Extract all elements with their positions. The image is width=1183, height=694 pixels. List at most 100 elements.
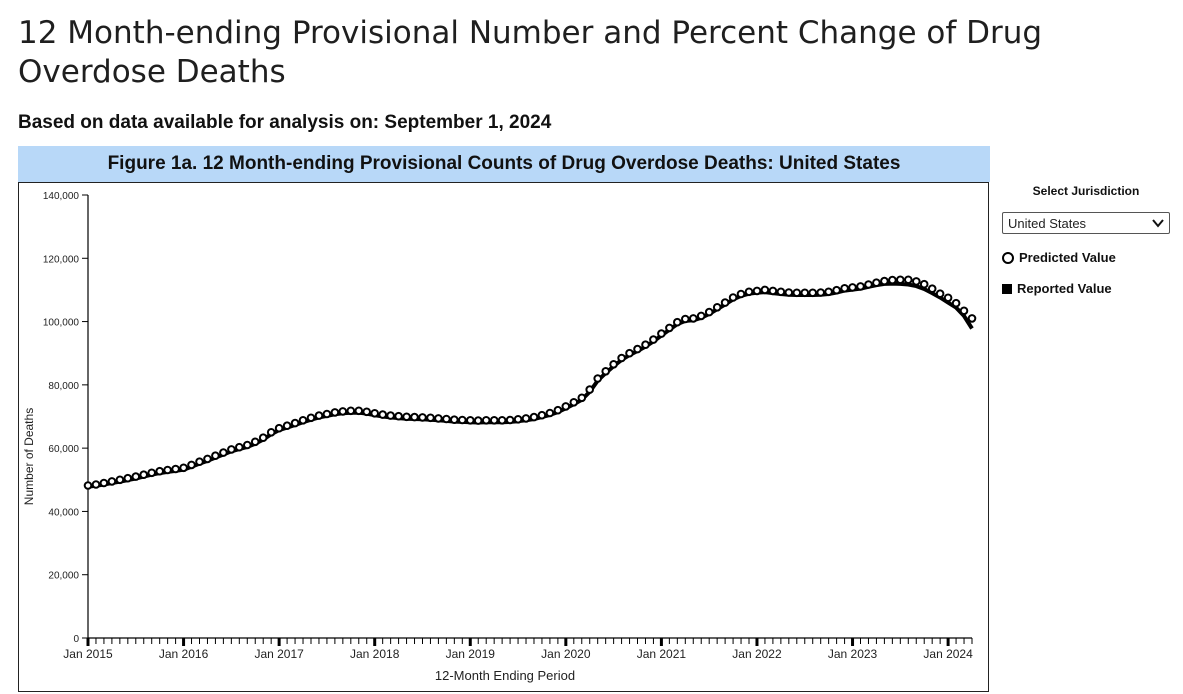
predicted-value-point	[919, 279, 929, 289]
predicted-value-point	[593, 374, 603, 383]
x-axis-label: 12-Month Ending Period	[435, 668, 575, 683]
predicted-value-point	[641, 340, 650, 349]
x-tick-label: Jan 2015	[63, 647, 113, 661]
predicted-value-point	[665, 323, 674, 333]
predicted-value-point	[513, 415, 523, 424]
predicted-value-point	[808, 288, 818, 298]
predicted-value-point	[617, 353, 626, 363]
predicted-value-point	[139, 470, 148, 480]
predicted-value-point	[426, 413, 435, 423]
plot-area	[83, 275, 977, 490]
predicted-value-point	[83, 481, 93, 490]
x-tick-label: Jan 2024	[923, 647, 973, 661]
predicted-value-point	[187, 460, 196, 470]
predicted-value-point	[951, 298, 961, 308]
legend-predicted-label: Predicted Value	[1019, 250, 1116, 265]
predicted-value-point	[720, 298, 730, 307]
y-tick-label: 140,000	[43, 191, 80, 202]
y-tick-label: 80,000	[48, 381, 79, 392]
side-panel: Select Jurisdiction United States Predic…	[1002, 184, 1170, 296]
predicted-value-point	[497, 416, 507, 425]
predicted-value-point	[219, 448, 228, 457]
x-tick-label: Jan 2023	[828, 647, 878, 661]
predicted-value-point	[856, 282, 865, 291]
predicted-value-point	[601, 367, 611, 376]
predicted-value-point	[712, 303, 722, 312]
predicted-value-point	[633, 344, 642, 354]
predicted-value-point	[362, 407, 372, 417]
predicted-value-point	[792, 288, 802, 298]
predicted-value-point	[107, 477, 117, 486]
page-title: 12 Month-ending Provisional Number and P…	[18, 15, 1043, 90]
x-tick-label: Jan 2017	[254, 647, 304, 661]
predicted-value-point	[211, 451, 220, 461]
predicted-value-point	[179, 463, 188, 473]
predicted-value-point	[657, 329, 666, 338]
predicted-value-point	[800, 288, 810, 298]
predicted-value-point	[673, 317, 682, 327]
x-tick-label: Jan 2020	[541, 647, 591, 661]
predicted-value-point	[681, 314, 690, 324]
predicted-value-point	[625, 348, 634, 358]
predicted-value-point	[155, 466, 164, 476]
y-tick-label: 20,000	[48, 571, 79, 582]
predicted-value-point	[649, 335, 658, 344]
predicted-value-point	[585, 385, 595, 394]
predicted-value-point	[346, 406, 356, 416]
predicted-value-point	[434, 414, 443, 423]
predicted-value-point	[768, 286, 778, 296]
predicted-value-point	[609, 360, 618, 369]
predicted-value-point	[896, 275, 905, 285]
predicted-value-point	[959, 306, 969, 316]
predicted-value-point	[545, 408, 555, 418]
predicted-value-point	[418, 413, 427, 422]
predicted-value-point	[489, 416, 499, 425]
predicted-value-point	[577, 393, 587, 403]
predicted-value-point	[99, 478, 109, 488]
predicted-value-point	[458, 415, 467, 425]
predicted-value-point	[744, 287, 754, 297]
predicted-value-point	[258, 433, 268, 442]
jurisdiction-select[interactable]: United States	[1002, 212, 1170, 234]
overdose-line-chart: 0 20,000 40,000 60,000 80,000 100,000 120,000 1…	[22, 191, 977, 683]
predicted-value-point	[824, 287, 833, 297]
predicted-value-point	[227, 445, 236, 454]
predicted-value-point	[561, 402, 571, 411]
predicted-value-point	[529, 412, 539, 422]
predicted-value-point	[569, 398, 579, 407]
jurisdiction-select-value: United States	[1008, 215, 1087, 231]
predicted-value-point	[282, 421, 292, 430]
predicted-value-point	[872, 278, 881, 287]
predicted-value-point	[848, 283, 857, 292]
predicted-value-point	[553, 405, 563, 415]
predicted-value-point	[195, 457, 204, 467]
predicted-value-point	[394, 411, 403, 421]
predicted-value-point	[442, 414, 451, 424]
predicted-value-point	[450, 415, 459, 424]
predicted-value-point	[370, 409, 380, 418]
predicted-value-point	[266, 428, 276, 437]
predicted-value-point	[967, 314, 977, 323]
predicted-value-point	[481, 416, 491, 425]
predicted-value-point	[840, 284, 849, 293]
predicted-value-point	[927, 284, 937, 293]
predicted-value-point	[298, 416, 308, 425]
predicted-value-point	[864, 280, 873, 289]
predicted-value-point	[250, 437, 260, 447]
data-date-subtitle: Based on data available for analysis on:…	[18, 112, 552, 133]
x-tick-label: Jan 2019	[446, 647, 496, 661]
predicted-value-point	[243, 440, 252, 450]
x-tick-label: Jan 2018	[350, 647, 400, 661]
open-circle-icon	[1002, 251, 1014, 264]
predicted-value-point	[473, 416, 483, 425]
x-tick-label: Jan 2021	[637, 647, 687, 661]
predicted-value-point	[410, 412, 419, 422]
predicted-value-point	[171, 464, 180, 474]
predicted-value-point	[91, 480, 101, 489]
predicted-value-point	[115, 475, 125, 485]
predicted-value-point	[235, 442, 244, 452]
legend-reported-label: Reported Value	[1017, 281, 1112, 296]
chevron-down-icon	[1152, 219, 1164, 228]
x-axis: Jan 2015 Jan 2016 Jan 2017 Jan 2018 Jan 2019…	[63, 637, 973, 661]
predicted-value-point	[521, 414, 531, 423]
